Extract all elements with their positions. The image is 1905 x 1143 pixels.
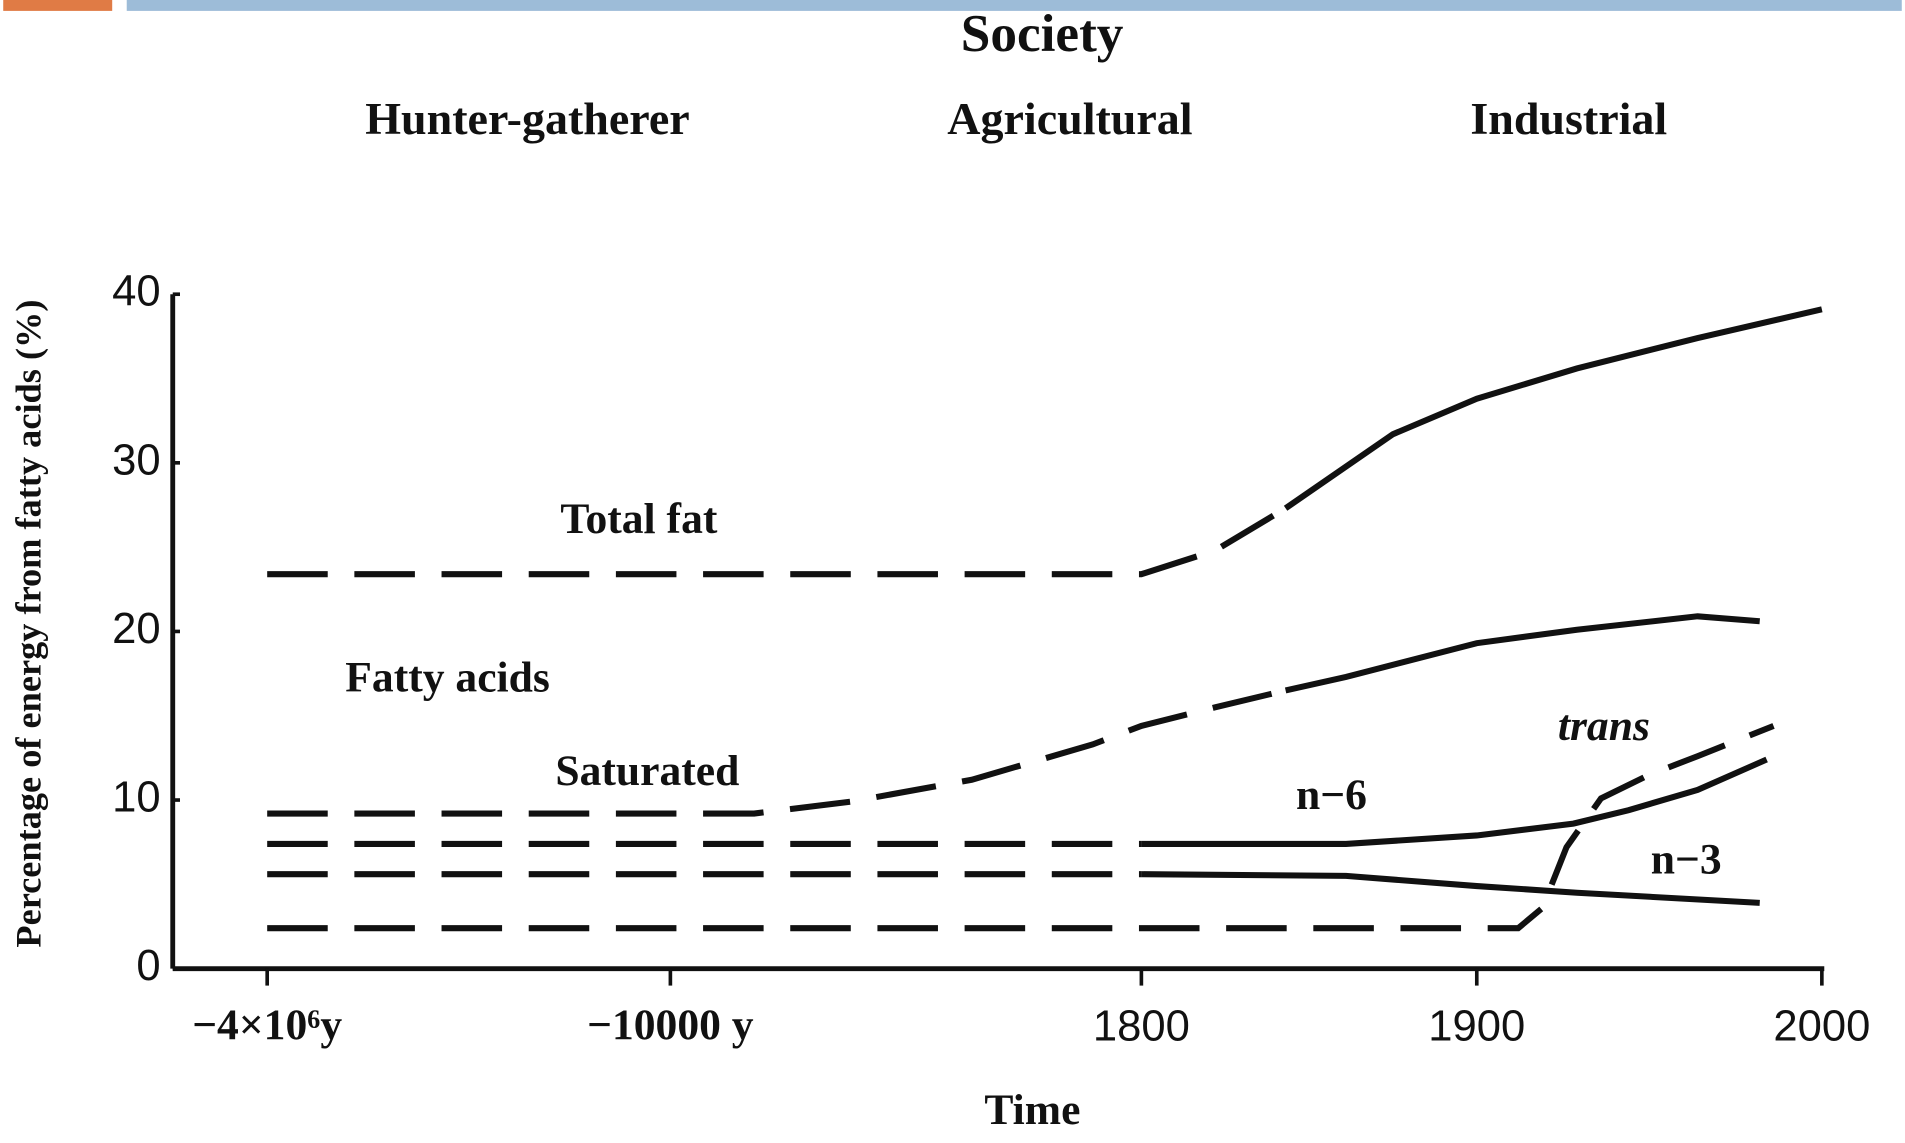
series-label: trans: [1558, 702, 1650, 750]
x-tick-label: 2000: [1773, 1003, 1870, 1051]
series-line: [1284, 613, 1760, 694]
x-tick-label: −4×10⁶y: [192, 1001, 342, 1049]
y-tick-label: 10: [112, 774, 160, 822]
x-tick-label: −10000 y: [587, 1001, 754, 1049]
series-line: [267, 723, 1775, 932]
series-line: [267, 505, 1288, 578]
series-line: [1283, 306, 1823, 511]
series-label: Saturated: [555, 747, 739, 795]
society-label: Agricultural: [947, 93, 1192, 144]
annotation: Fatty acids: [345, 654, 550, 702]
header-bar: [126, 0, 1902, 11]
x-tick-label: 1900: [1428, 1003, 1525, 1051]
series-line: [1141, 871, 1760, 906]
y-tick-label: 20: [112, 605, 160, 653]
x-tick-label: 1800: [1093, 1003, 1190, 1051]
series-line: [1141, 756, 1768, 847]
series-line: [267, 687, 1287, 817]
society-label: Hunter-gatherer: [365, 93, 689, 144]
y-tick-label: 0: [136, 942, 160, 990]
y-axis-label: Percentage of energy from fatty acids (%…: [9, 300, 49, 948]
series-label: n−3: [1651, 835, 1722, 883]
chart-title: Society: [961, 4, 1124, 63]
series-label: Total fat: [560, 495, 717, 543]
x-axis-label: Time: [984, 1086, 1080, 1134]
series-label: n−6: [1296, 771, 1367, 819]
y-tick-label: 40: [112, 268, 160, 316]
accent-bar: [3, 0, 113, 11]
society-label: Industrial: [1470, 93, 1667, 144]
y-tick-label: 30: [112, 436, 160, 484]
